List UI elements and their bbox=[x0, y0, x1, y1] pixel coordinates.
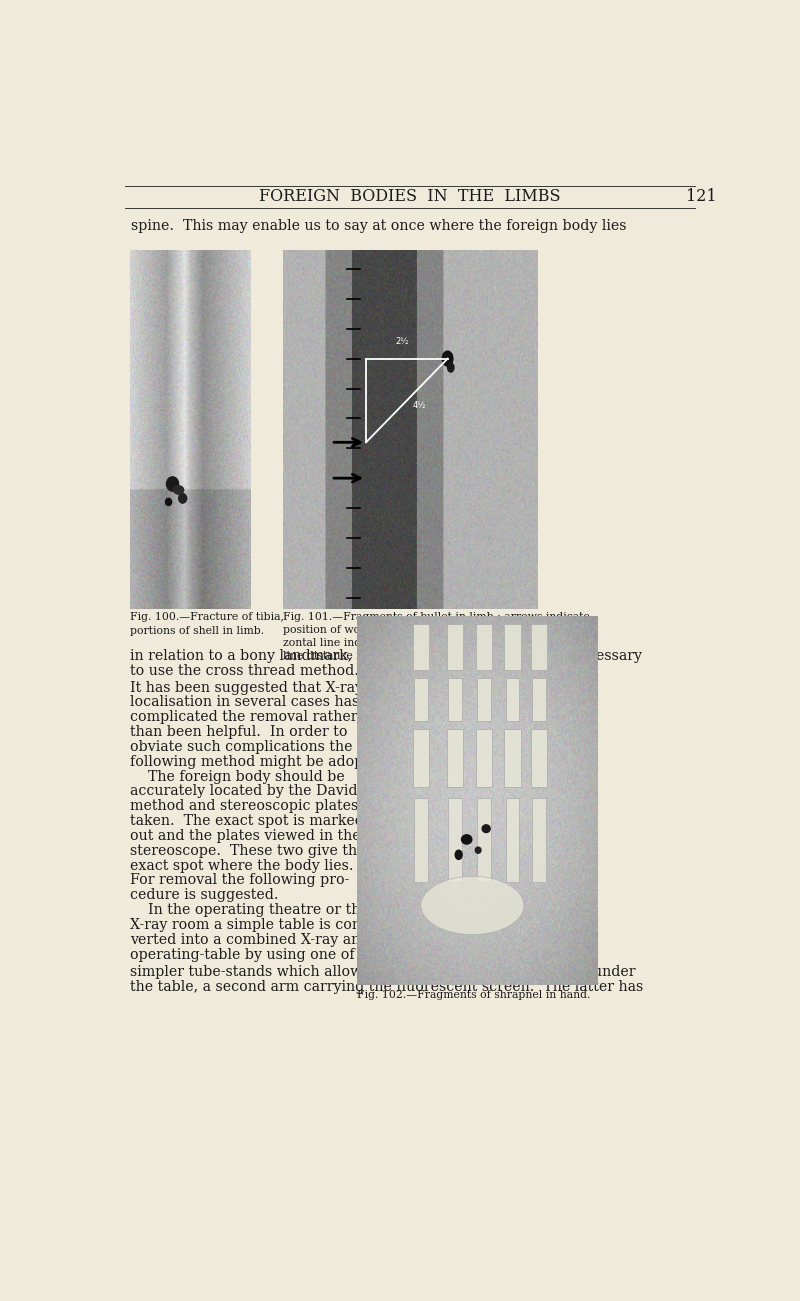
Text: Fig. 102.—Fragments of shrapnel in hand.: Fig. 102.—Fragments of shrapnel in hand. bbox=[358, 990, 590, 999]
Text: FOREIGN  BODIES  IN  THE  LIMBS: FOREIGN BODIES IN THE LIMBS bbox=[259, 187, 561, 204]
Text: simpler tube-stands which allows of a tube-carrier being placed under: simpler tube-stands which allows of a tu… bbox=[130, 965, 635, 980]
Text: cedure is suggested.: cedure is suggested. bbox=[130, 889, 278, 902]
Text: It has been suggested that X-ray: It has been suggested that X-ray bbox=[130, 680, 362, 695]
Text: The foreign body should be: The foreign body should be bbox=[130, 770, 345, 783]
Text: spine.  This may enable us to say at once where the foreign body lies: spine. This may enable us to say at once… bbox=[131, 220, 626, 233]
Text: line distance from upper arrow.: line distance from upper arrow. bbox=[283, 650, 457, 661]
Text: Fig. 100.—Fracture of tibia,: Fig. 100.—Fracture of tibia, bbox=[130, 611, 284, 622]
Text: X-ray room a simple table is con-: X-ray room a simple table is con- bbox=[130, 919, 366, 932]
Text: method and stereoscopic plates: method and stereoscopic plates bbox=[130, 799, 358, 813]
Text: to use the cross thread method.: to use the cross thread method. bbox=[130, 664, 358, 678]
Text: verted into a combined X-ray and: verted into a combined X-ray and bbox=[130, 933, 369, 947]
Text: localisation in several cases has: localisation in several cases has bbox=[130, 696, 359, 709]
Text: obviate such complications the: obviate such complications the bbox=[130, 740, 352, 755]
Text: taken.  The exact spot is marked: taken. The exact spot is marked bbox=[130, 814, 364, 827]
Text: stereoscope.  These two give the: stereoscope. These two give the bbox=[130, 844, 366, 857]
Text: the table, a second arm carrying the fluorescent screen.  The latter has: the table, a second arm carrying the flu… bbox=[130, 980, 643, 994]
Text: accurately located by the Davidson: accurately located by the Davidson bbox=[130, 785, 382, 799]
Text: 121: 121 bbox=[686, 187, 717, 204]
Text: For removal the following pro-: For removal the following pro- bbox=[130, 873, 349, 887]
Text: zontal line indicates distance from edge of bone, oblique: zontal line indicates distance from edge… bbox=[283, 637, 594, 648]
Text: In the operating theatre or the: In the operating theatre or the bbox=[130, 903, 369, 917]
Text: operating-table by using one of the: operating-table by using one of the bbox=[130, 947, 382, 961]
Text: portions of shell in limb.: portions of shell in limb. bbox=[130, 626, 264, 636]
Text: following method might be adopted.: following method might be adopted. bbox=[130, 755, 391, 769]
Text: out and the plates viewed in the: out and the plates viewed in the bbox=[130, 829, 360, 843]
Text: complicated the removal rather: complicated the removal rather bbox=[130, 710, 358, 725]
Text: in relation to a bony landmark, but for exact localisation it is necessary: in relation to a bony landmark, but for … bbox=[130, 649, 642, 664]
Text: than been helpful.  In order to: than been helpful. In order to bbox=[130, 725, 347, 739]
Text: position of wounds.  Graduated scale over bone.  Hori-: position of wounds. Graduated scale over… bbox=[283, 624, 583, 635]
Text: Fig. 101.—Fragments of bullet in limb ; arrows indicate: Fig. 101.—Fragments of bullet in limb ; … bbox=[283, 611, 590, 622]
Text: exact spot where the body lies.: exact spot where the body lies. bbox=[130, 859, 354, 873]
